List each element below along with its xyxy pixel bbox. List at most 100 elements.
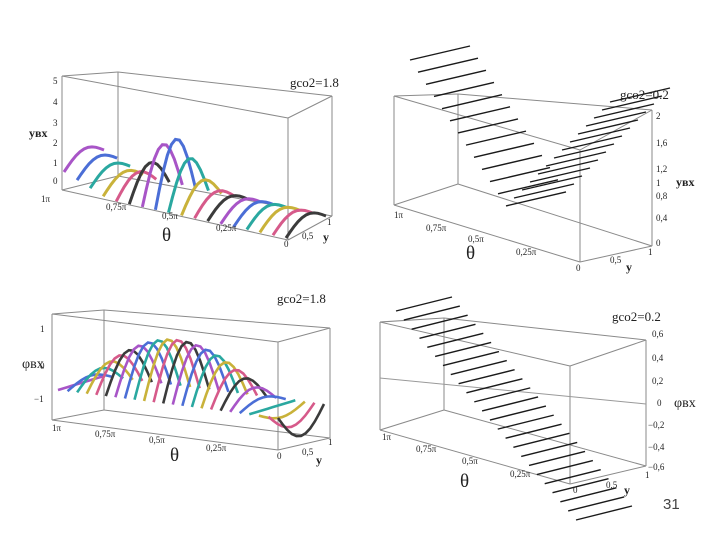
z-tick-3-2: −1: [34, 394, 44, 404]
theta-tick-4-1: 0,75π: [416, 444, 437, 454]
p4-segment-13: [497, 414, 554, 430]
z-tick-1-5: 0: [53, 176, 58, 186]
theta-tick-1-3: 0,25π: [216, 223, 237, 233]
surface-plot-2: [393, 45, 671, 263]
p2-segment-9: [481, 154, 543, 171]
p1-curve-1: [75, 153, 118, 181]
p4-segment-4: [427, 332, 484, 349]
page-number: 31: [663, 496, 680, 513]
p3-curve-22: [267, 402, 316, 429]
p2-segment-23: [593, 103, 655, 119]
theta-tick-1-2: 0,5π: [162, 211, 178, 221]
theta-label-1: θ: [162, 225, 172, 246]
p1-curve-9: [180, 178, 223, 216]
p2-segment-18: [553, 143, 615, 159]
p2-segment-24: [601, 95, 663, 111]
z-tick-1-3: 2: [53, 138, 58, 148]
p3-box-edge-3: [51, 409, 105, 421]
p1-box-edge-9: [287, 95, 333, 119]
p1-box-edge-1: [287, 215, 333, 241]
p4-segment-14: [505, 423, 562, 439]
p4-segment-9: [466, 378, 523, 394]
p4-zero-plane-line: [379, 377, 647, 405]
plot-panel-2: gсо2=0.2 yвх 2 1,6 1,2 1 0,8 0,4 0 1π 0,…: [360, 0, 720, 274]
p2-segment-22: [585, 111, 647, 127]
p1-curve-14: [245, 202, 288, 231]
p3-box-edge-10: [103, 309, 331, 329]
p4-segment-10: [474, 387, 531, 403]
y-tick-1-0: 0,5: [302, 231, 314, 241]
theta-label-4: θ: [460, 471, 470, 492]
p2-box-edge-11: [393, 93, 459, 97]
z-tick-4-6: −0,6: [648, 462, 665, 472]
p4-segment-6: [442, 350, 500, 367]
surface-plot-3: [51, 309, 331, 451]
theta-tick-4-2: 0,5π: [462, 456, 478, 466]
theta-tick-4-4: 0: [573, 485, 578, 495]
p2-segment-5: [449, 106, 511, 122]
p2-segment-11: [497, 179, 559, 195]
p4-segment-11: [481, 396, 539, 412]
p1-box-edge-3: [61, 175, 119, 191]
y-tick-4-1: 1: [645, 470, 650, 480]
p4-segment-2: [411, 314, 468, 330]
z-axis-label-4: φвх: [674, 396, 696, 411]
z-tick-1-1: 4: [53, 97, 58, 107]
theta-label-3: θ: [170, 445, 180, 466]
p3-curve-16: [209, 368, 259, 410]
z-tick-3-0: 1: [40, 324, 45, 334]
z-tick-4-5: −0,4: [648, 442, 665, 452]
p2-box-edge-9: [579, 109, 653, 151]
theta-tick-2-3: 0,25π: [516, 247, 537, 257]
plot-panel-1: gсо2=1.8 yвх 5 4 3 2 1 0 1π 0,75π 0,5π 0…: [0, 0, 360, 270]
p4-segment-0: [395, 296, 453, 312]
p1-curve-6: [140, 143, 184, 208]
p1-curve-11: [206, 194, 249, 222]
theta-tick-1-1: 0,75π: [106, 202, 127, 212]
p3-curve-12: [171, 343, 221, 405]
theta-tick-3-1: 0,75π: [95, 429, 116, 439]
theta-tick-2-4: 0: [576, 263, 581, 273]
p2-segment-4: [441, 93, 503, 110]
p4-segment-23: [575, 505, 633, 521]
p4-box-edge-3: [379, 409, 445, 431]
p4-segment-20: [552, 478, 609, 494]
p2-box-edge-0: [393, 204, 581, 263]
panel-title-1: gсо2=1.8: [290, 75, 339, 90]
z-tick-2-3: 1: [656, 178, 661, 188]
z-tick-2-2: 1,2: [656, 164, 668, 174]
p3-curve-8: [133, 338, 182, 401]
p3-curve-23: [276, 403, 326, 438]
z-tick-2-1: 1,6: [656, 138, 668, 148]
z-tick-2-6: 0: [656, 238, 661, 248]
p3-curve-18: [229, 385, 278, 413]
p1-curve-13: [232, 200, 275, 228]
z-tick-3-1: 0: [40, 361, 45, 371]
p4-segment-8: [458, 369, 515, 385]
p3-box-edge-1: [277, 437, 331, 451]
p4-box-edge-9: [569, 339, 647, 367]
y-label-2: y: [626, 260, 632, 274]
theta-tick-3-3: 0,25π: [206, 443, 227, 453]
p3-curve-15: [200, 361, 249, 409]
p4-segment-3: [419, 323, 476, 339]
theta-tick-3-4: 0: [277, 451, 282, 461]
p1-box-edge-0: [61, 189, 289, 241]
p4-box-edge-2: [443, 409, 647, 467]
z-tick-2-0: 2: [656, 111, 661, 121]
p2-segment-12: [505, 191, 567, 207]
z-tick-1-0: 5: [53, 76, 58, 86]
p1-box-edge-10: [117, 71, 333, 97]
theta-tick-4-0: 1π: [382, 432, 392, 442]
p3-box-edge-8: [51, 313, 279, 343]
p2-segment-10: [489, 166, 551, 183]
p4-segment-18: [536, 459, 594, 476]
p1-box-edge-8: [61, 75, 289, 119]
p1-curve-12: [219, 197, 262, 225]
p1-curve-16: [271, 208, 314, 237]
y-label-3: y: [316, 453, 322, 467]
z-axis-label-2: yвх: [676, 175, 695, 189]
panel-title-4: gсо2=0.2: [612, 309, 661, 324]
p4-box-edge-8: [379, 321, 571, 367]
y-label-1: y: [323, 230, 329, 244]
